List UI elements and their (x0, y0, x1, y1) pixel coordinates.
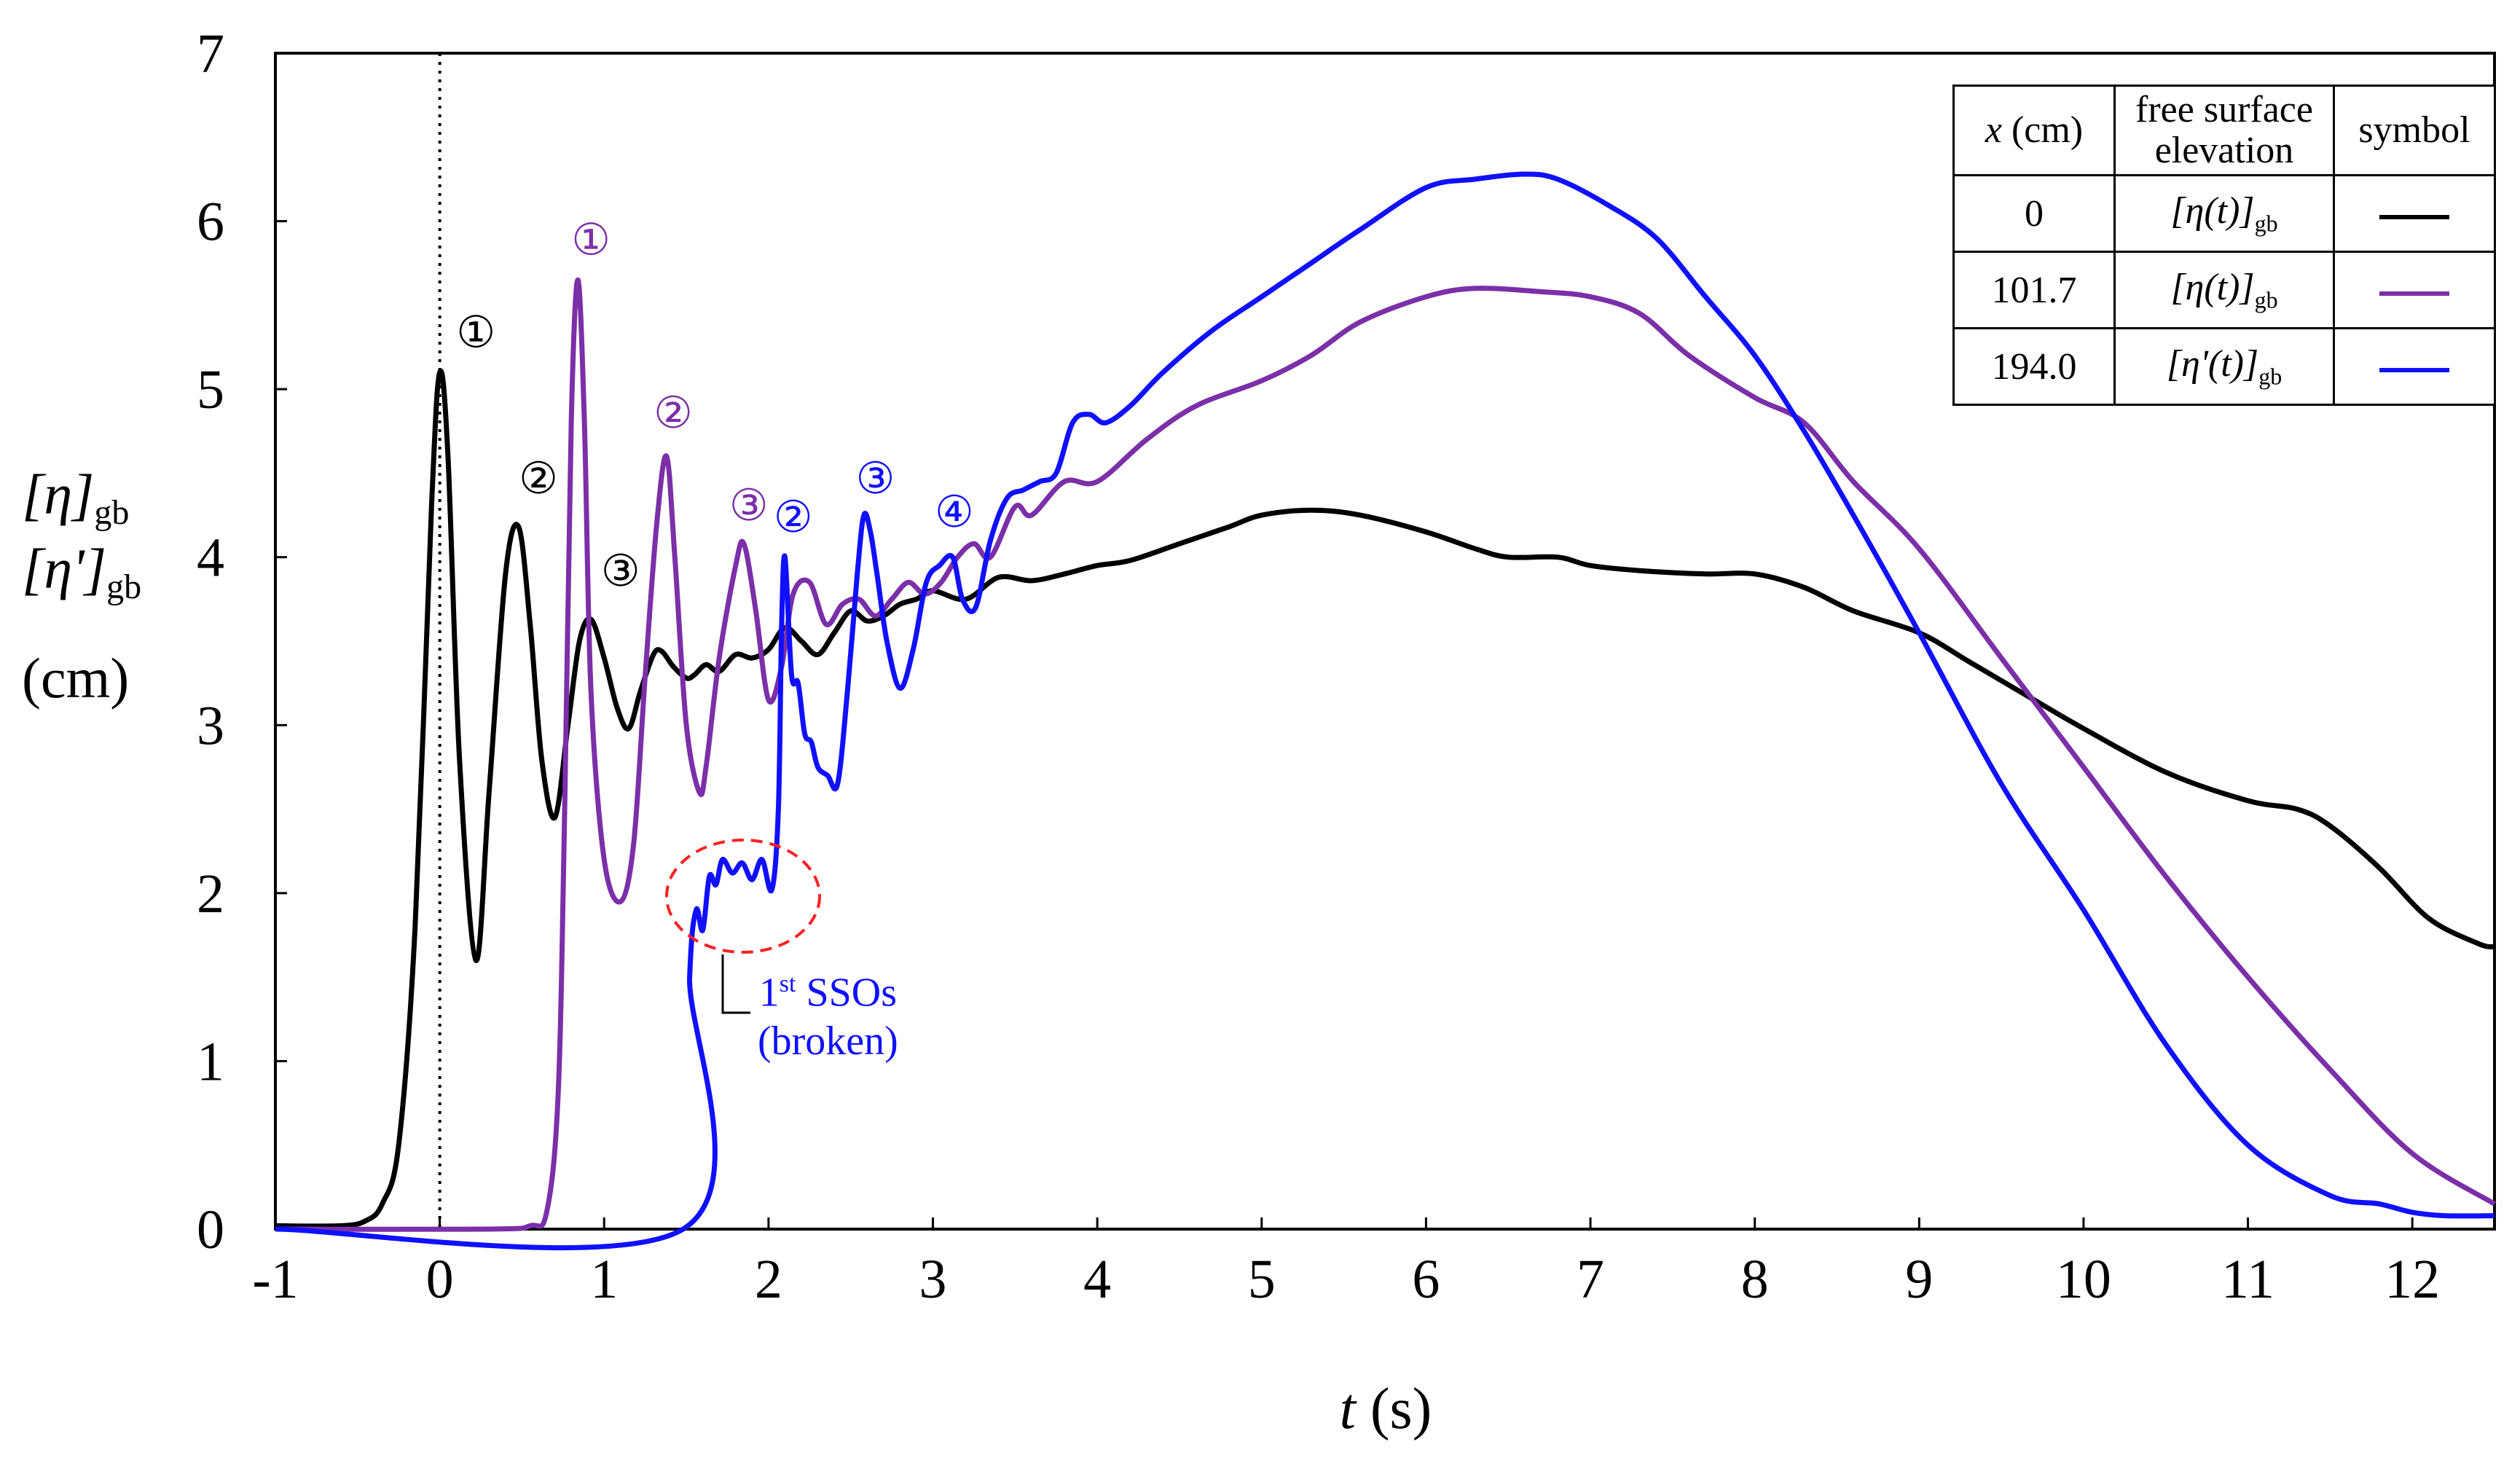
x-axis-ticks: -1 0 1 2 3 4 5 6 7 8 9 10 11 12 (252, 1217, 2440, 1310)
y-axis-title-eta-prime: [η']gb (22, 537, 142, 606)
legend-row-x: 101.7 (1952, 251, 2116, 329)
x-tick-label: 10 (2056, 1249, 2111, 1310)
legend-row-label: [η(t)]gb (2113, 174, 2335, 253)
series-line-x194-0 (275, 171, 2495, 1251)
peak-marker-blue: ② (774, 492, 813, 543)
x-tick-label: 6 (1412, 1249, 1440, 1310)
legend-header-row: x (cm) free surface elevation symbol (1952, 85, 2496, 176)
peak-marker-purple: ② (653, 388, 693, 439)
y-axis-title: [η]gb [η']gb (cm) (22, 466, 141, 707)
ssos-highlight-ellipse (665, 839, 821, 954)
ssos-annotation-subtitle: (broken) (758, 1018, 898, 1064)
y-tick-label: 5 (197, 359, 224, 420)
peak-marker-blue: ③ (856, 453, 895, 504)
x-tick-label: 3 (919, 1249, 947, 1310)
series-line-x101-7 (275, 277, 2496, 1232)
y-tick-label: 1 (197, 1031, 224, 1092)
y-tick-label: 3 (197, 695, 224, 756)
x-tick-label: 9 (1905, 1249, 1933, 1310)
peak-marker-purple: ① (571, 215, 611, 266)
y-tick-label: 4 (197, 527, 224, 589)
legend-row-x: 194.0 (1952, 327, 2116, 406)
x-tick-label: 4 (1083, 1249, 1111, 1310)
legend-swatch (2379, 367, 2449, 372)
peak-marker-black: ③ (601, 546, 640, 597)
legend-header-symbol: symbol (2333, 85, 2496, 176)
peak-marker-black: ① (456, 307, 495, 358)
x-tick-label: 5 (1248, 1249, 1276, 1310)
y-tick-label: 6 (197, 192, 224, 253)
ssos-pointer (721, 954, 750, 1014)
legend-swatch (2379, 291, 2449, 296)
legend-row-symbol (2333, 251, 2496, 329)
x-axis-title: t (s) (1340, 1377, 1432, 1441)
peak-marker-black: ② (519, 453, 558, 504)
peak-marker-purple: ③ (729, 480, 769, 531)
x-tick-label: 8 (1741, 1249, 1769, 1310)
x-tick-label: 7 (1577, 1249, 1604, 1310)
x-tick-label: -1 (252, 1249, 298, 1310)
legend-row-symbol (2333, 327, 2496, 406)
legend-swatch (2379, 214, 2449, 219)
x-tick-label: 11 (2221, 1249, 2274, 1310)
legend-row-label: [η'(t)]gb (2113, 327, 2335, 406)
ssos-annotation-title: 1st SSOs (758, 970, 898, 1016)
x-tick-label: 12 (2384, 1249, 2440, 1310)
legend-row: 101.7 [η(t)]gb (1952, 251, 2496, 329)
y-tick-label: 7 (197, 23, 224, 85)
legend-row-x: 0 (1952, 174, 2116, 253)
legend-header-x: x (cm) (1952, 85, 2116, 176)
peak-marker-blue: ④ (935, 487, 974, 538)
legend-row: 0 [η(t)]gb (1952, 174, 2496, 253)
y-axis-title-eta: [η]gb (22, 463, 130, 532)
legend-header-elevation: free surface elevation (2113, 85, 2335, 176)
y-tick-label: 0 (197, 1199, 224, 1260)
y-tick-label: 2 (197, 863, 224, 925)
y-axis-title-unit: (cm) (22, 646, 130, 710)
y-axis-ticks: 0 1 2 3 4 5 6 7 (197, 23, 287, 1260)
x-tick-label: 0 (426, 1249, 454, 1310)
legend-table: x (cm) free surface elevation symbol 0 [η… (1952, 85, 2496, 406)
legend-row-symbol (2333, 174, 2496, 253)
legend-row-label: [η(t)]gb (2113, 251, 2335, 329)
x-tick-label: 2 (755, 1249, 782, 1310)
plot-frame (274, 52, 2496, 1231)
ssos-annotation: 1st SSOs (broken) (758, 960, 898, 1065)
legend-row: 194.0 [η'(t)]gb (1952, 327, 2496, 406)
x-tick-label: 1 (590, 1249, 618, 1310)
series-line-x0 (275, 368, 2495, 1229)
